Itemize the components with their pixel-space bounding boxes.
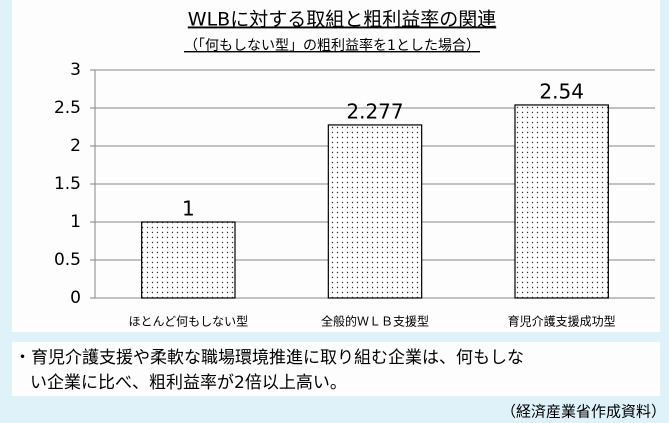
y-tick-label: 2 [70,136,81,156]
value-label: 2.277 [346,99,403,123]
bar [327,124,423,299]
value-label: 2.54 [539,79,584,103]
note-box [12,342,660,396]
chart-title: WLBに対する取組と粗利益率の関連 [188,9,496,31]
bar [514,104,609,299]
y-tick-label: 0.5 [54,250,81,270]
x-tick-label: 育児介護支援成功型 [508,314,616,329]
y-tick-label: 0 [70,288,81,308]
note-line: い企業に比べ、粗利益率が2倍以上高い。 [30,373,347,393]
x-tick-label: ほとんど何もしない型 [129,315,249,329]
y-tick-label: 2.5 [54,98,81,118]
bar [141,221,236,299]
x-tick-label: 全般的ＷＬＢ支援型 [321,314,429,329]
note-line: ・育児介護支援や柔軟な職場環境推進に取り組む企業は、何もしな [14,348,524,368]
y-tick-label: 1 [70,212,81,232]
source: （経済産業省作成資料） [501,403,666,421]
chart-subtitle: （「何もしない型」の粗利益率を1とした場合） [184,37,480,54]
value-label: 1 [182,197,195,221]
y-tick-label: 3 [70,60,81,80]
y-tick-label: 1.5 [54,174,81,194]
